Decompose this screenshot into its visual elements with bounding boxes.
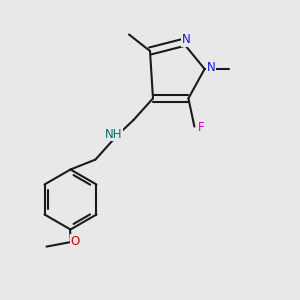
Text: F: F [198,121,204,134]
Text: O: O [71,235,80,248]
Text: NH: NH [105,128,122,141]
Text: N: N [207,61,216,74]
Text: N: N [182,33,190,46]
